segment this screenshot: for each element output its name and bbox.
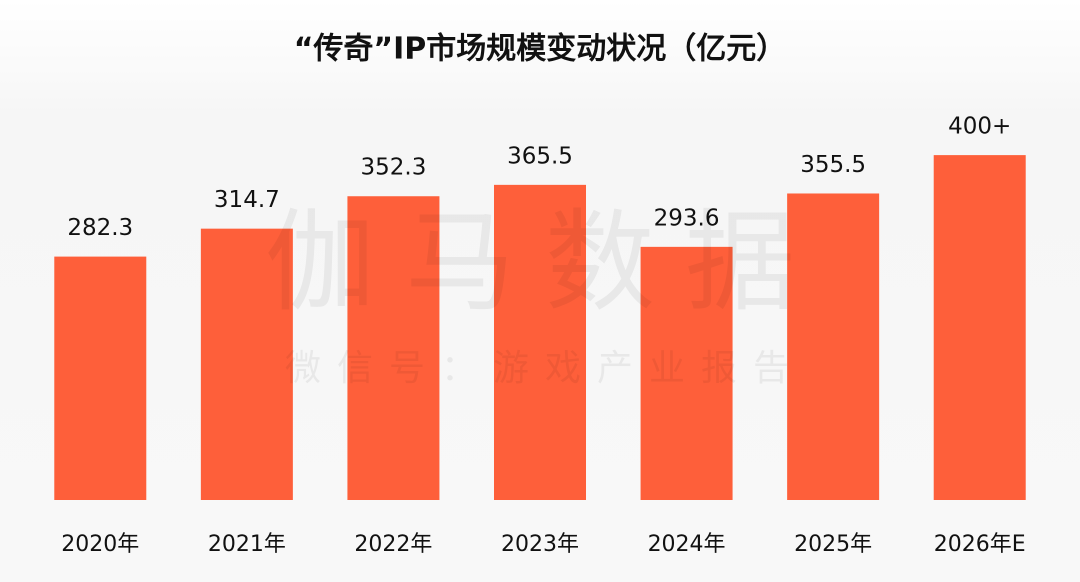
value-label: 355.5 bbox=[800, 152, 866, 178]
plot: 2020年 282.3 2021年 314.7 2022年 352.3 2023年 365.5… bbox=[54, 114, 1026, 557]
x-tick-label: 2020年 bbox=[61, 532, 139, 557]
value-label: 314.7 bbox=[214, 187, 280, 213]
chart-title: “传奇”IP市场规模变动状况（亿元） bbox=[294, 32, 787, 67]
x-tick-label: 2023年 bbox=[501, 532, 579, 557]
watermark-sub: 微信号：游戏产业报告 bbox=[285, 348, 805, 389]
x-tick-label: 2024年 bbox=[648, 532, 726, 557]
bar bbox=[640, 246, 733, 500]
value-label: 282.3 bbox=[67, 215, 133, 241]
value-label: 365.5 bbox=[507, 143, 573, 169]
bar bbox=[54, 256, 147, 500]
value-label: 293.6 bbox=[654, 205, 720, 231]
bar bbox=[787, 193, 880, 501]
value-label: 400+ bbox=[948, 114, 1011, 140]
watermark: 伽马数据 bbox=[265, 198, 825, 326]
bar bbox=[494, 184, 586, 500]
x-tick-label: 2026年E bbox=[934, 532, 1026, 557]
bar bbox=[200, 228, 293, 500]
x-tick-label: 2021年 bbox=[208, 532, 286, 557]
x-tick-label: 2022年 bbox=[354, 532, 432, 557]
bar bbox=[347, 196, 440, 500]
x-tick-label: 2025年 bbox=[794, 532, 872, 557]
bar bbox=[933, 155, 1026, 500]
value-label: 352.3 bbox=[360, 155, 426, 181]
